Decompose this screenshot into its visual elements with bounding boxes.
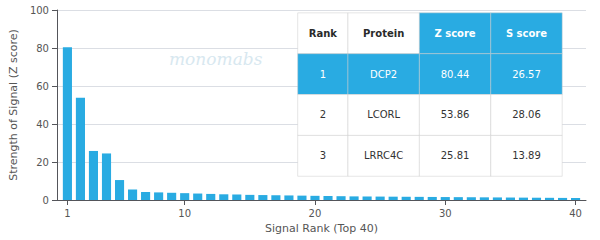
svg-text:monomabs: monomabs (169, 49, 263, 69)
svg-text:Strength of Signal (Z score): Strength of Signal (Z score) (7, 29, 20, 181)
svg-text:30: 30 (439, 208, 452, 219)
svg-text:26.57: 26.57 (512, 69, 541, 80)
svg-text:25.81: 25.81 (441, 150, 470, 161)
svg-text:80.44: 80.44 (441, 69, 470, 80)
svg-text:S score: S score (506, 28, 547, 39)
svg-text:40: 40 (36, 119, 49, 130)
svg-text:0: 0 (43, 195, 49, 206)
svg-text:13.89: 13.89 (512, 150, 541, 161)
svg-text:DCP2: DCP2 (370, 69, 397, 80)
svg-text:LCORL: LCORL (367, 109, 400, 120)
svg-text:Z score: Z score (434, 28, 475, 39)
svg-text:100: 100 (30, 5, 49, 16)
svg-text:Rank: Rank (309, 28, 338, 39)
svg-text:1: 1 (320, 69, 326, 80)
svg-text:80: 80 (36, 43, 49, 54)
svg-text:40: 40 (569, 208, 582, 219)
svg-text:60: 60 (36, 81, 49, 92)
svg-text:Protein: Protein (363, 28, 404, 39)
svg-text:53.86: 53.86 (441, 109, 470, 120)
svg-text:20: 20 (309, 208, 322, 219)
svg-text:28.06: 28.06 (512, 109, 541, 120)
svg-text:1: 1 (64, 208, 70, 219)
svg-text:20: 20 (36, 157, 49, 168)
svg-text:3: 3 (320, 150, 326, 161)
svg-text:Signal Rank (Top 40): Signal Rank (Top 40) (265, 222, 378, 235)
svg-text:10: 10 (178, 208, 191, 219)
svg-text:2: 2 (320, 109, 326, 120)
svg-text:LRRC4C: LRRC4C (364, 150, 403, 161)
